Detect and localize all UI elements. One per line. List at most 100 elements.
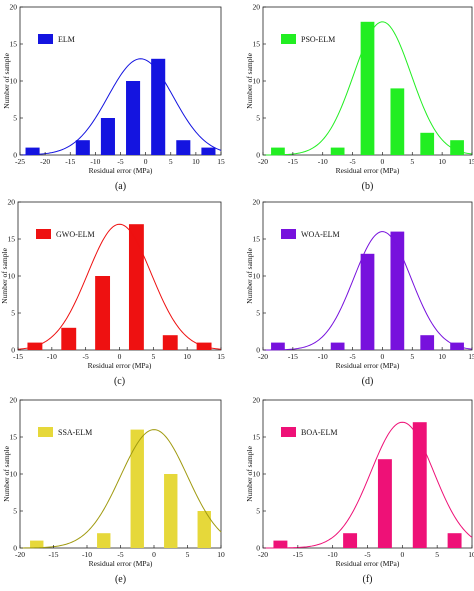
panel-label: (e) — [115, 574, 126, 585]
y-axis-label: Number of sample — [2, 52, 11, 108]
x-tick-label: 5 — [186, 550, 190, 559]
y-tick-label: 20 — [10, 396, 18, 405]
y-tick-label: 15 — [253, 40, 261, 49]
x-tick-label: -5 — [117, 550, 123, 559]
bar — [25, 147, 40, 155]
x-tick-label: -15 — [13, 352, 23, 361]
x-tick-label: -20 — [258, 352, 268, 361]
y-axis-label: Number of sample — [0, 247, 9, 303]
y-tick-label: 15 — [10, 40, 18, 49]
bar — [97, 533, 111, 548]
x-tick-label: -20 — [15, 550, 25, 559]
x-tick-label: 5 — [151, 352, 155, 361]
y-tick-label: 5 — [256, 114, 260, 123]
bar — [420, 132, 435, 155]
y-tick-label: 0 — [11, 346, 15, 355]
y-tick-label: 0 — [256, 346, 260, 355]
bar — [447, 533, 462, 548]
x-tick-label: 0 — [118, 352, 122, 361]
y-tick-label: 10 — [10, 77, 18, 86]
legend-label: WOA-ELM — [301, 230, 340, 239]
bar — [30, 540, 44, 548]
y-tick-label: 15 — [253, 433, 261, 442]
bar — [330, 342, 345, 350]
y-tick-label: 20 — [10, 3, 18, 12]
y-tick-label: 0 — [13, 151, 17, 160]
panel-label: (c) — [114, 376, 125, 387]
x-tick-label: 10 — [438, 352, 446, 361]
x-tick-label: -10 — [47, 352, 57, 361]
x-axis-label: Residual error (MPa) — [88, 361, 152, 370]
y-tick-label: 10 — [10, 470, 18, 479]
y-axis-label: Number of sample — [245, 52, 254, 108]
legend-swatch — [36, 229, 51, 239]
normal-fit-curve — [262, 21, 473, 156]
bar — [377, 459, 392, 548]
bar — [197, 511, 211, 548]
x-tick-label: -15 — [288, 157, 298, 166]
x-tick-label: 0 — [381, 352, 385, 361]
x-axis-label: Residual error (MPa) — [89, 559, 153, 568]
x-axis-label: Residual error (MPa) — [336, 361, 400, 370]
x-tick-label: -20 — [40, 157, 50, 166]
x-tick-label: 15 — [468, 352, 474, 361]
x-tick-label: 5 — [435, 550, 439, 559]
normal-fit-curve — [19, 429, 222, 549]
bar — [420, 335, 435, 350]
y-tick-label: 20 — [253, 396, 261, 405]
x-axis-label: Residual error (MPa) — [336, 166, 400, 175]
x-tick-label: -10 — [318, 352, 328, 361]
x-tick-label: 15 — [468, 157, 474, 166]
y-tick-label: 0 — [256, 151, 260, 160]
legend-label: ELM — [58, 35, 75, 44]
bar — [162, 335, 178, 350]
bar — [271, 147, 285, 155]
x-tick-label: 0 — [400, 550, 404, 559]
x-tick-label: -25 — [15, 157, 25, 166]
y-tick-label: 10 — [253, 77, 261, 86]
y-tick-label: 15 — [8, 235, 16, 244]
y-tick-label: 20 — [8, 198, 16, 207]
y-tick-label: 10 — [253, 272, 261, 281]
x-tick-label: 5 — [410, 157, 414, 166]
x-tick-label: -5 — [117, 157, 123, 166]
bar — [130, 429, 144, 548]
x-tick-label: 10 — [468, 550, 474, 559]
y-tick-label: 10 — [253, 470, 261, 479]
bar — [360, 21, 375, 155]
y-tick-label: 5 — [13, 507, 17, 516]
x-tick-label: -15 — [49, 550, 59, 559]
y-axis-label: Number of sample — [245, 445, 254, 501]
x-tick-label: 10 — [217, 550, 225, 559]
legend-label: BOA-ELM — [301, 428, 337, 437]
x-tick-label: -5 — [349, 352, 355, 361]
panel-label: (d) — [362, 376, 374, 387]
bar — [128, 224, 144, 350]
plot-frame — [262, 399, 473, 549]
x-tick-label: -5 — [83, 352, 89, 361]
legend-label: SSA-ELM — [58, 428, 92, 437]
bar — [330, 147, 345, 155]
bar — [390, 231, 405, 350]
bar — [126, 81, 141, 155]
bar — [271, 342, 285, 350]
x-tick-label: 15 — [217, 352, 225, 361]
x-tick-label: 10 — [438, 157, 446, 166]
bar — [176, 140, 191, 155]
normal-fit-curve — [17, 223, 222, 350]
x-axis-label: Residual error (MPa) — [89, 166, 153, 175]
legend-swatch — [38, 34, 53, 44]
bar — [273, 540, 288, 548]
legend-label: PSO-ELM — [301, 35, 335, 44]
y-axis-label: Number of sample — [245, 247, 254, 303]
plot-frame — [19, 6, 222, 156]
x-tick-label: -15 — [293, 550, 303, 559]
x-tick-label: 10 — [183, 352, 191, 361]
x-tick-label: -10 — [90, 157, 100, 166]
x-tick-label: -15 — [288, 352, 298, 361]
y-tick-label: 15 — [10, 433, 18, 442]
bar — [164, 474, 178, 548]
x-tick-label: 0 — [381, 157, 385, 166]
bar — [75, 140, 90, 155]
